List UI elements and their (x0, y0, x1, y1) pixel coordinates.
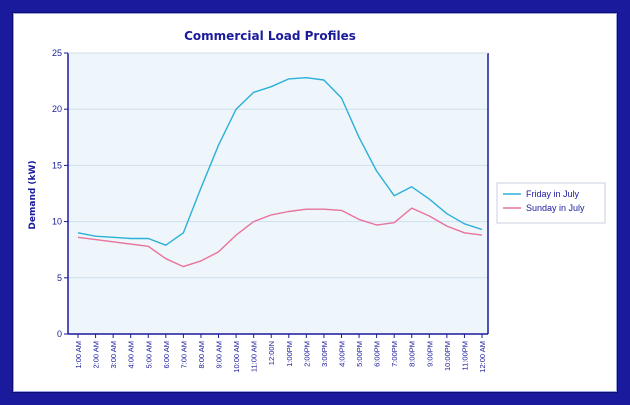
legend: Friday in July Sunday in July (496, 182, 606, 224)
x-tick-label: 6:00PM (373, 341, 382, 367)
legend-box (496, 182, 606, 224)
legend-label: Sunday in July (526, 203, 585, 213)
x-tick-label: 4:00PM (337, 341, 346, 367)
x-tick-label: 3:00 AM (109, 341, 118, 369)
y-tick-label: 5 (57, 273, 62, 283)
series-line (77, 77, 483, 246)
plot-background (68, 53, 488, 334)
x-tick-label: 8:00 AM (197, 341, 206, 369)
x-tick-label: 7:00 AM (179, 341, 188, 369)
x-tick-label: 1:00PM (285, 341, 294, 367)
plot-area: 0 5 10 15 20 25 1:00 AM 2:00 AM 3:00 AM 4:00 AM 5:… (52, 48, 489, 373)
x-tick-label: 5:00PM (355, 341, 364, 367)
y-tick-label: 20 (52, 104, 62, 114)
y-tick-label: 10 (52, 217, 62, 227)
x-tick-label: 7:00PM (390, 341, 399, 367)
x-tick-label: 11:00PM (460, 341, 469, 370)
x-tick-label: 2:00 AM (92, 341, 101, 369)
x-tick-label: 9:00PM (425, 341, 434, 367)
x-tick-label: 8:00PM (408, 341, 417, 367)
x-tick-label: 10:00 AM (232, 341, 241, 373)
x-tick-label: 9:00 AM (215, 341, 224, 369)
y-tick-label: 15 (52, 160, 62, 170)
y-tick-label: 0 (57, 329, 62, 339)
x-tick-label: 6:00 AM (162, 341, 171, 369)
y-axis-label: Demand (kW) (28, 160, 38, 229)
x-tick-label: 5:00 AM (144, 341, 153, 369)
x-tick-label: 3:00PM (320, 341, 329, 367)
x-tick-label: 10:00PM (443, 341, 452, 371)
y-tick-label: 25 (52, 48, 62, 58)
x-tick-label: 12:00 AM (478, 341, 487, 373)
x-tick-label: 4:00 AM (127, 341, 136, 369)
x-tick-label: 11:00 AM (250, 341, 259, 372)
legend-label: Friday in July (526, 189, 580, 199)
series-line (77, 207, 483, 268)
chart-title: Commercial Load Profiles (184, 29, 356, 43)
x-tick-label: 12:00N (267, 341, 276, 365)
x-tick-label: 1:00 AM (74, 341, 83, 369)
x-tick-label: 2:00PM (302, 341, 311, 367)
